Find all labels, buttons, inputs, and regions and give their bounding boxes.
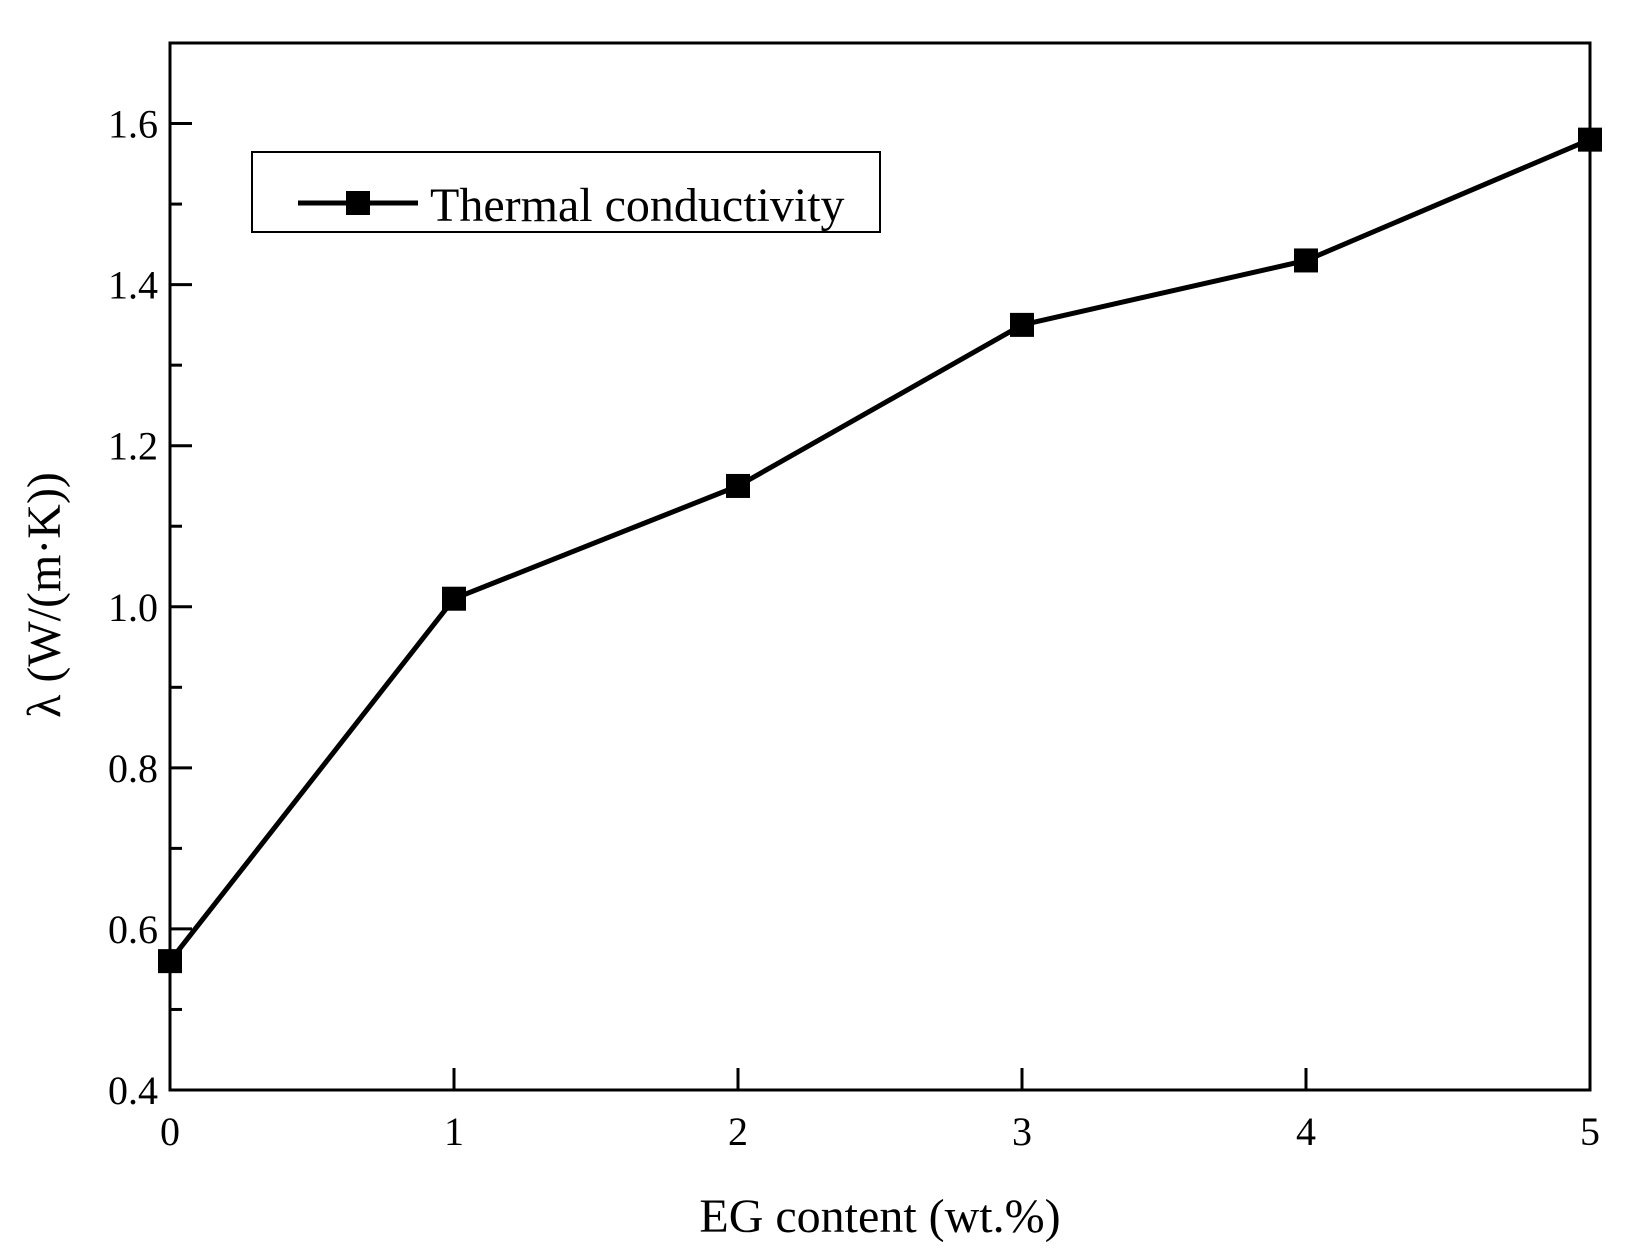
x-tick-label: 0 — [160, 1109, 180, 1154]
tick-labels: 0 1 2 3 4 5 0.4 0.6 0.8 1.0 1.2 1.4 1.6 — [108, 102, 1600, 1154]
data-point — [1294, 248, 1318, 273]
legend-marker-sample — [346, 191, 370, 215]
y-tick-label: 0.4 — [108, 1068, 158, 1113]
x-tick-label: 1 — [444, 1109, 464, 1154]
series-line — [168, 137, 1591, 963]
x-tick-label: 4 — [1296, 1109, 1316, 1154]
y-tick-label: 0.8 — [108, 746, 158, 791]
data-point — [442, 586, 466, 611]
data-point — [1578, 127, 1602, 152]
x-axis-title: EG content (wt.%) — [699, 1190, 1060, 1243]
series-markers — [158, 127, 1602, 974]
plot-frame — [168, 41, 1592, 1092]
legend: Thermal conductivity — [251, 151, 881, 233]
y-tick-label: 1.4 — [108, 263, 158, 308]
x-tick-label: 5 — [1580, 1109, 1600, 1154]
y-tick-label: 1.6 — [108, 102, 158, 147]
data-point — [726, 473, 750, 498]
axis-ticks — [168, 122, 1592, 1092]
x-tick-label: 3 — [1012, 1109, 1032, 1154]
y-tick-label: 1.2 — [108, 424, 158, 469]
x-tick-label: 2 — [728, 1109, 748, 1154]
data-point — [1010, 312, 1034, 337]
legend-label: Thermal conductivity — [430, 179, 845, 232]
data-point — [158, 949, 182, 974]
y-tick-label: 0.6 — [108, 907, 158, 952]
y-axis-title: λ (W/(m·K)) — [18, 472, 71, 718]
y-tick-label: 1.0 — [108, 585, 158, 630]
